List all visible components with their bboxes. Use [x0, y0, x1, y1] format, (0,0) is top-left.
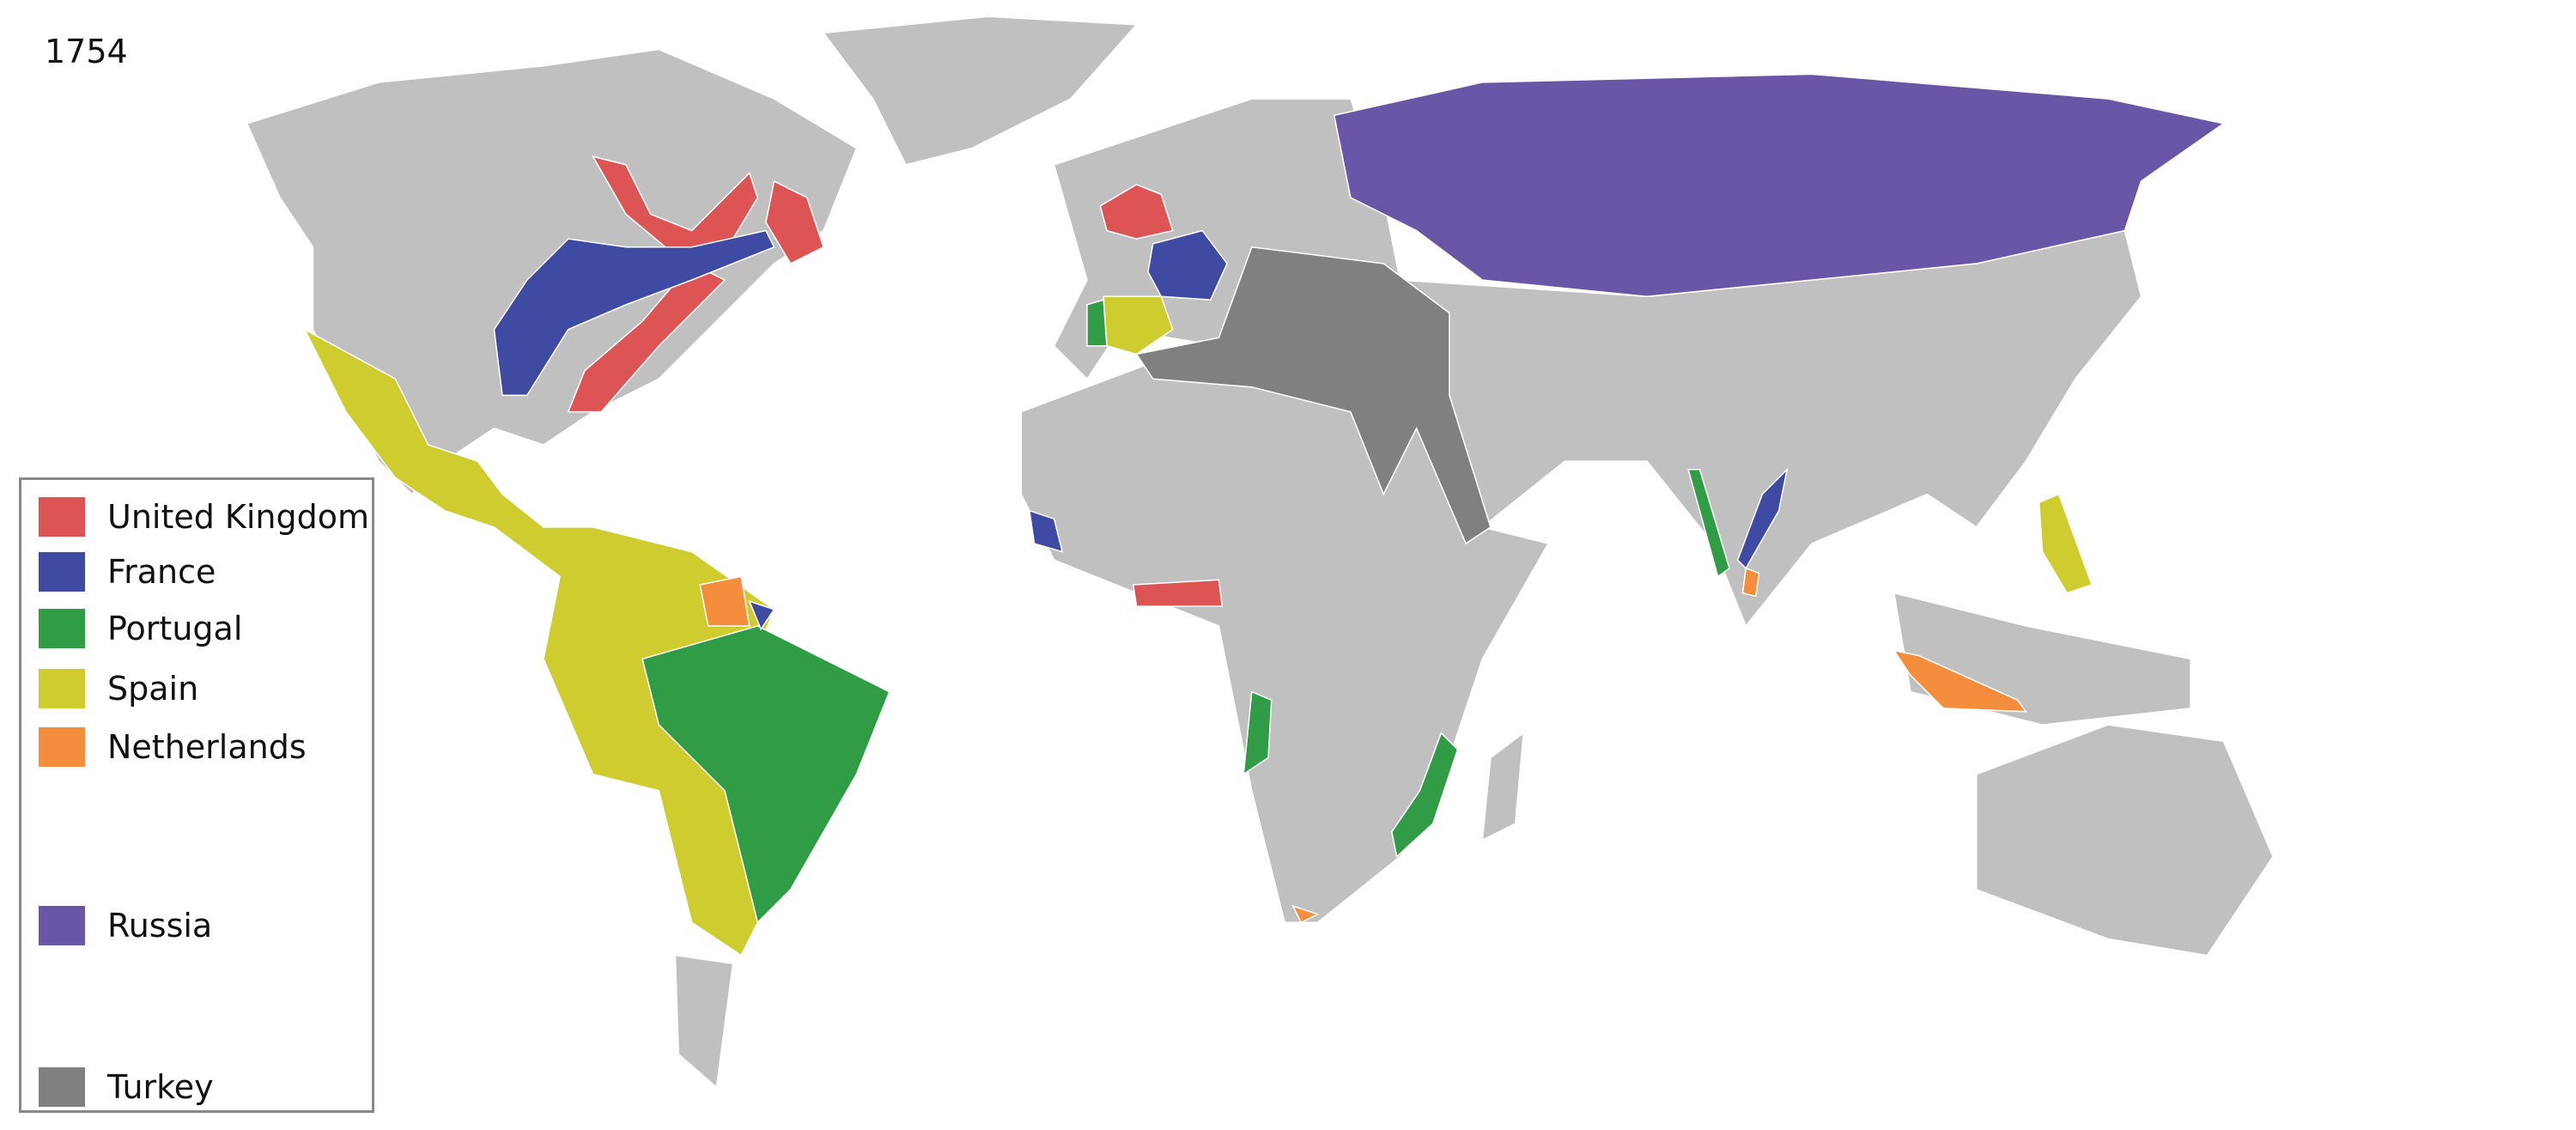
portugal-mozambique: [1391, 732, 1459, 859]
portugal-angola: [1242, 690, 1273, 776]
uk-hudson-bay: [591, 155, 759, 257]
legend-label: United Kingdom: [107, 498, 370, 536]
legend-label: Netherlands: [107, 728, 307, 766]
portugal-brazil: [641, 625, 890, 924]
russia-empire: [1333, 73, 2226, 298]
legend-swatch: [39, 727, 85, 767]
madagascar: [1481, 732, 1525, 841]
legend-swatch: [39, 552, 85, 592]
year-label: 1754: [45, 33, 128, 70]
france-senegal: [1028, 509, 1064, 553]
uk-british-isles: [1099, 184, 1174, 240]
legend-item-russia: Russia: [39, 902, 212, 949]
france-new-france: [493, 229, 775, 397]
spain-philippines: [2038, 493, 2093, 594]
legend-item-uk: United Kingdom: [39, 494, 369, 540]
legend-swatch: [39, 906, 85, 945]
france-guiana: [748, 599, 775, 631]
southeast-asia-islands: [1893, 592, 2191, 726]
uk-east-coast: [567, 262, 726, 413]
legend-swatch: [39, 497, 85, 537]
turkey-empire: [1135, 246, 1492, 545]
legend-label: Portugal: [107, 610, 243, 647]
legend-item-spain: Spain: [39, 665, 198, 712]
france-europe: [1147, 229, 1228, 301]
legend: United Kingdom France Portugal Spain Net…: [19, 477, 374, 1113]
legend-swatch: [39, 669, 85, 708]
patagonia: [674, 954, 734, 1089]
australia: [1976, 724, 2274, 957]
legend-label: Spain: [107, 670, 199, 708]
legend-item-portugal: Portugal: [39, 605, 242, 652]
netherlands-guiana: [699, 575, 750, 627]
spain-europe: [1103, 295, 1174, 355]
legend-item-turkey: Turkey: [39, 1064, 214, 1110]
legend-label: Turkey: [107, 1068, 214, 1106]
legend-label: France: [107, 553, 216, 591]
netherlands-indonesia: [1893, 649, 2027, 713]
netherlands-cape: [1291, 904, 1320, 924]
portugal-europe: [1086, 299, 1108, 347]
netherlands-ceylon: [1741, 567, 1760, 598]
legend-item-netherlands: Netherlands: [39, 724, 307, 770]
legend-item-france: France: [39, 549, 216, 595]
india-coast-west: [1687, 468, 1730, 578]
uk-newfoundland: [765, 179, 825, 264]
legend-swatch: [39, 609, 85, 648]
india-coast-east: [1736, 467, 1789, 570]
greenland: [822, 15, 1139, 166]
legend-swatch: [39, 1067, 85, 1107]
legend-label: Russia: [107, 907, 213, 945]
uk-gold-coast: [1132, 579, 1224, 607]
